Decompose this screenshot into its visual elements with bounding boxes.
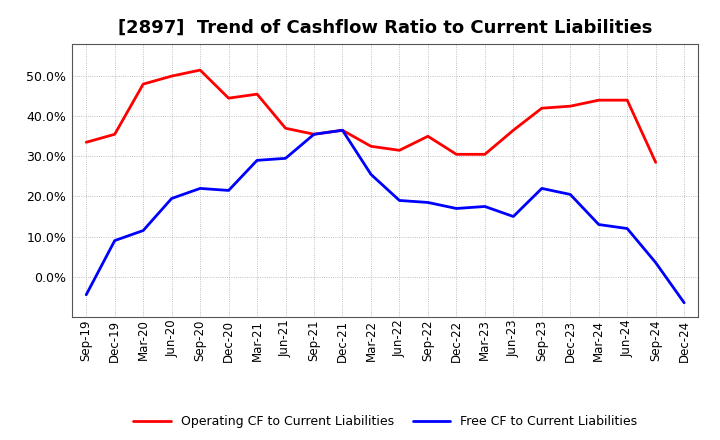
Operating CF to Current Liabilities (366, 143, 375, 149)
Free CF to Current Liabilities (537, 186, 546, 191)
Operating CF to Current Liabilities (652, 160, 660, 165)
Free CF to Current Liabilities (225, 188, 233, 193)
Operating CF to Current Liabilities (110, 132, 119, 137)
Free CF to Current Liabilities (652, 260, 660, 265)
Line: Operating CF to Current Liabilities: Operating CF to Current Liabilities (86, 70, 656, 162)
Operating CF to Current Liabilities (595, 98, 603, 103)
Operating CF to Current Liabilities (395, 148, 404, 153)
Free CF to Current Liabilities (310, 132, 318, 137)
Free CF to Current Liabilities (338, 128, 347, 133)
Title: [2897]  Trend of Cashflow Ratio to Current Liabilities: [2897] Trend of Cashflow Ratio to Curren… (118, 19, 652, 37)
Operating CF to Current Liabilities (566, 103, 575, 109)
Free CF to Current Liabilities (480, 204, 489, 209)
Operating CF to Current Liabilities (623, 98, 631, 103)
Free CF to Current Liabilities (595, 222, 603, 227)
Free CF to Current Liabilities (395, 198, 404, 203)
Operating CF to Current Liabilities (167, 73, 176, 79)
Operating CF to Current Liabilities (196, 67, 204, 73)
Free CF to Current Liabilities (680, 300, 688, 305)
Free CF to Current Liabilities (139, 228, 148, 233)
Free CF to Current Liabilities (196, 186, 204, 191)
Operating CF to Current Liabilities (480, 152, 489, 157)
Free CF to Current Liabilities (253, 158, 261, 163)
Free CF to Current Liabilities (366, 172, 375, 177)
Operating CF to Current Liabilities (82, 139, 91, 145)
Line: Free CF to Current Liabilities: Free CF to Current Liabilities (86, 130, 684, 303)
Free CF to Current Liabilities (509, 214, 518, 219)
Operating CF to Current Liabilities (253, 92, 261, 97)
Operating CF to Current Liabilities (452, 152, 461, 157)
Operating CF to Current Liabilities (537, 106, 546, 111)
Free CF to Current Liabilities (167, 196, 176, 201)
Free CF to Current Liabilities (110, 238, 119, 243)
Operating CF to Current Liabilities (338, 128, 347, 133)
Free CF to Current Liabilities (82, 292, 91, 297)
Free CF to Current Liabilities (623, 226, 631, 231)
Operating CF to Current Liabilities (310, 132, 318, 137)
Operating CF to Current Liabilities (509, 128, 518, 133)
Operating CF to Current Liabilities (423, 134, 432, 139)
Operating CF to Current Liabilities (225, 95, 233, 101)
Operating CF to Current Liabilities (282, 125, 290, 131)
Legend: Operating CF to Current Liabilities, Free CF to Current Liabilities: Operating CF to Current Liabilities, Fre… (128, 411, 642, 433)
Operating CF to Current Liabilities (139, 81, 148, 87)
Free CF to Current Liabilities (423, 200, 432, 205)
Free CF to Current Liabilities (566, 192, 575, 197)
Free CF to Current Liabilities (452, 206, 461, 211)
Free CF to Current Liabilities (282, 156, 290, 161)
